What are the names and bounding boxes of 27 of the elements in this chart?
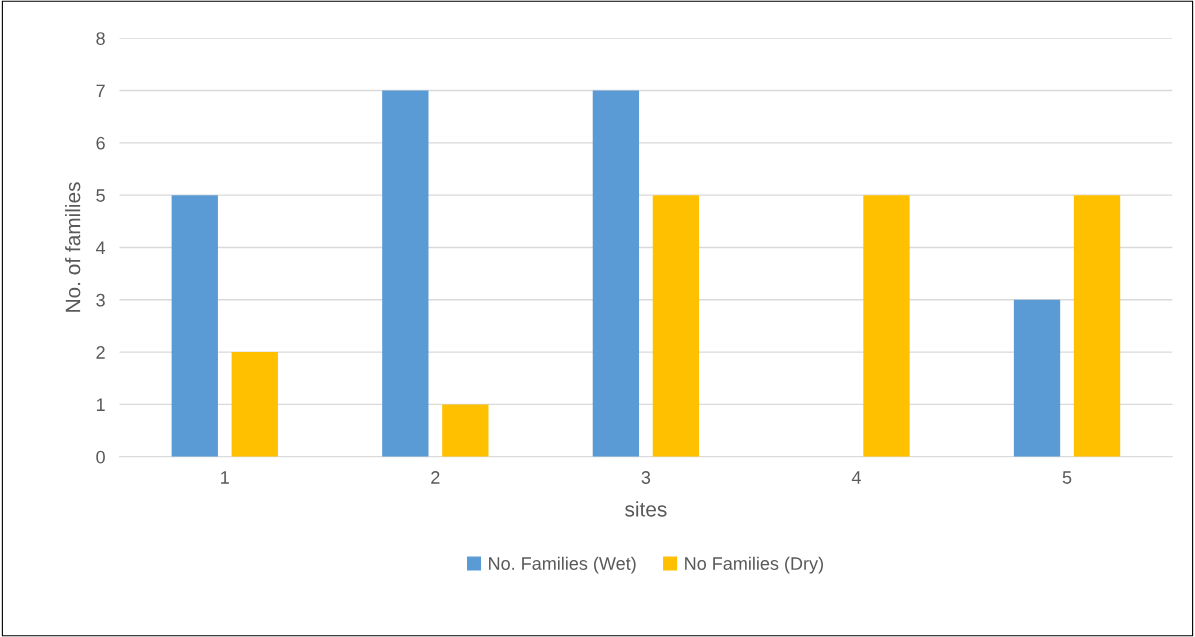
bar [171, 195, 218, 457]
y-tick-label: 4 [95, 241, 106, 255]
legend-label: No. Families (Wet) [489, 556, 636, 574]
x-tick-label: 4 [851, 471, 861, 484]
y-tick-label: 8 [96, 32, 105, 45]
y-tick-label: 0 [96, 450, 105, 464]
bar [382, 90, 429, 457]
legend-label: No Families (Dry) [685, 556, 823, 574]
y-axis-title: No. of families [65, 182, 81, 312]
bar [1073, 195, 1121, 457]
x-tick-label: 3 [641, 471, 651, 484]
bar [442, 404, 489, 457]
bar [863, 195, 910, 457]
x-tick-label: 5 [1062, 471, 1072, 484]
x-axis-title: sites [625, 501, 667, 517]
y-tick-label: 6 [96, 136, 105, 150]
y-tick-label: 7 [96, 84, 105, 98]
y-tick-label: 5 [96, 189, 105, 202]
y-tick-label: 1 [96, 398, 105, 411]
bar [1013, 299, 1061, 457]
bar [652, 195, 700, 457]
y-tick-label: 2 [96, 346, 105, 359]
y-tick-label: 3 [96, 293, 105, 307]
bar [592, 90, 640, 457]
x-tick-label: 1 [221, 471, 229, 484]
bar [231, 352, 278, 457]
x-tick-label: 2 [431, 471, 440, 484]
